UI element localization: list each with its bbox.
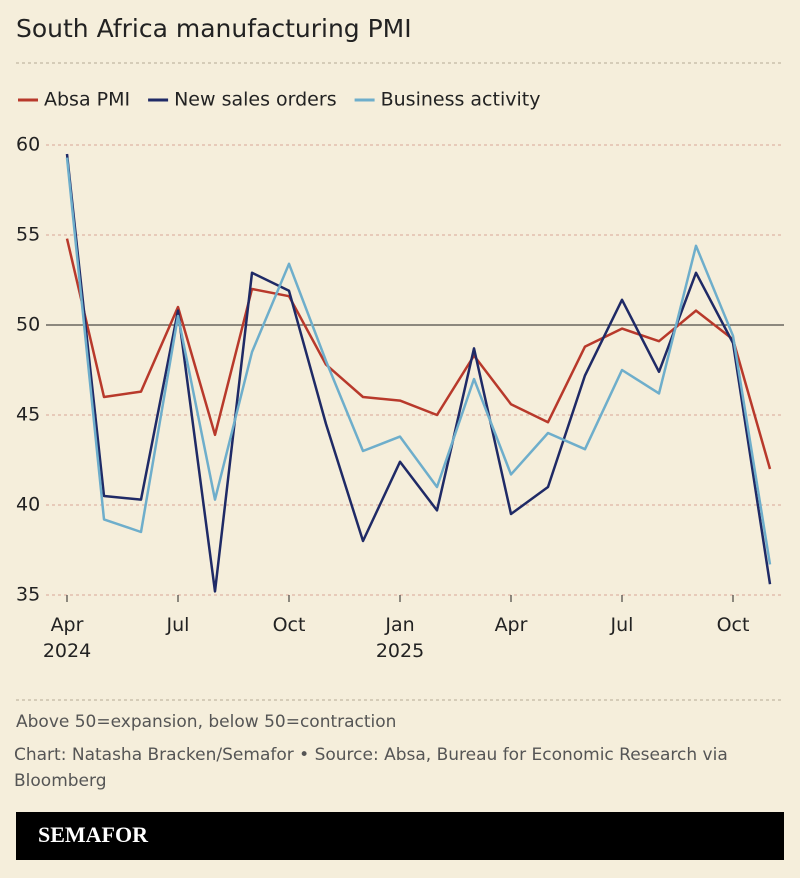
series-line bbox=[65, 153, 772, 593]
source: Chart: Natasha Bracken/Semafor • Source:… bbox=[14, 745, 728, 791]
x-tick-label: Oct bbox=[273, 614, 306, 636]
x-tick-label: Apr bbox=[495, 614, 528, 636]
series-line bbox=[65, 157, 772, 565]
x-tick-label: Jan 2025 bbox=[376, 614, 424, 662]
brand-bar bbox=[16, 812, 784, 860]
source-box: Chart: Natasha Bracken/Semafor • Source:… bbox=[14, 745, 728, 791]
x-tick-label: Jul bbox=[166, 614, 190, 636]
brand: SEMAFOR bbox=[38, 822, 149, 847]
y-tick-label: 45 bbox=[16, 404, 40, 426]
y-tick-label: 50 bbox=[16, 314, 40, 336]
y-tick-label: 40 bbox=[16, 494, 40, 516]
y-tick-label: 35 bbox=[16, 584, 40, 606]
y-tick-label: 60 bbox=[16, 134, 40, 156]
series-line bbox=[65, 238, 772, 470]
legend-label: New sales orders bbox=[174, 89, 337, 111]
chart-title: South Africa manufacturing PMI bbox=[16, 14, 412, 43]
x-tick-label: Jul bbox=[610, 614, 634, 636]
note: Above 50=expansion, below 50=contraction bbox=[16, 712, 396, 732]
x-tick-label: Oct bbox=[717, 614, 750, 636]
legend-label: Business activity bbox=[381, 89, 541, 111]
y-tick-label: 55 bbox=[16, 224, 40, 246]
x-tick-label: Apr 2024 bbox=[43, 614, 91, 662]
legend-label: Absa PMI bbox=[44, 89, 130, 111]
